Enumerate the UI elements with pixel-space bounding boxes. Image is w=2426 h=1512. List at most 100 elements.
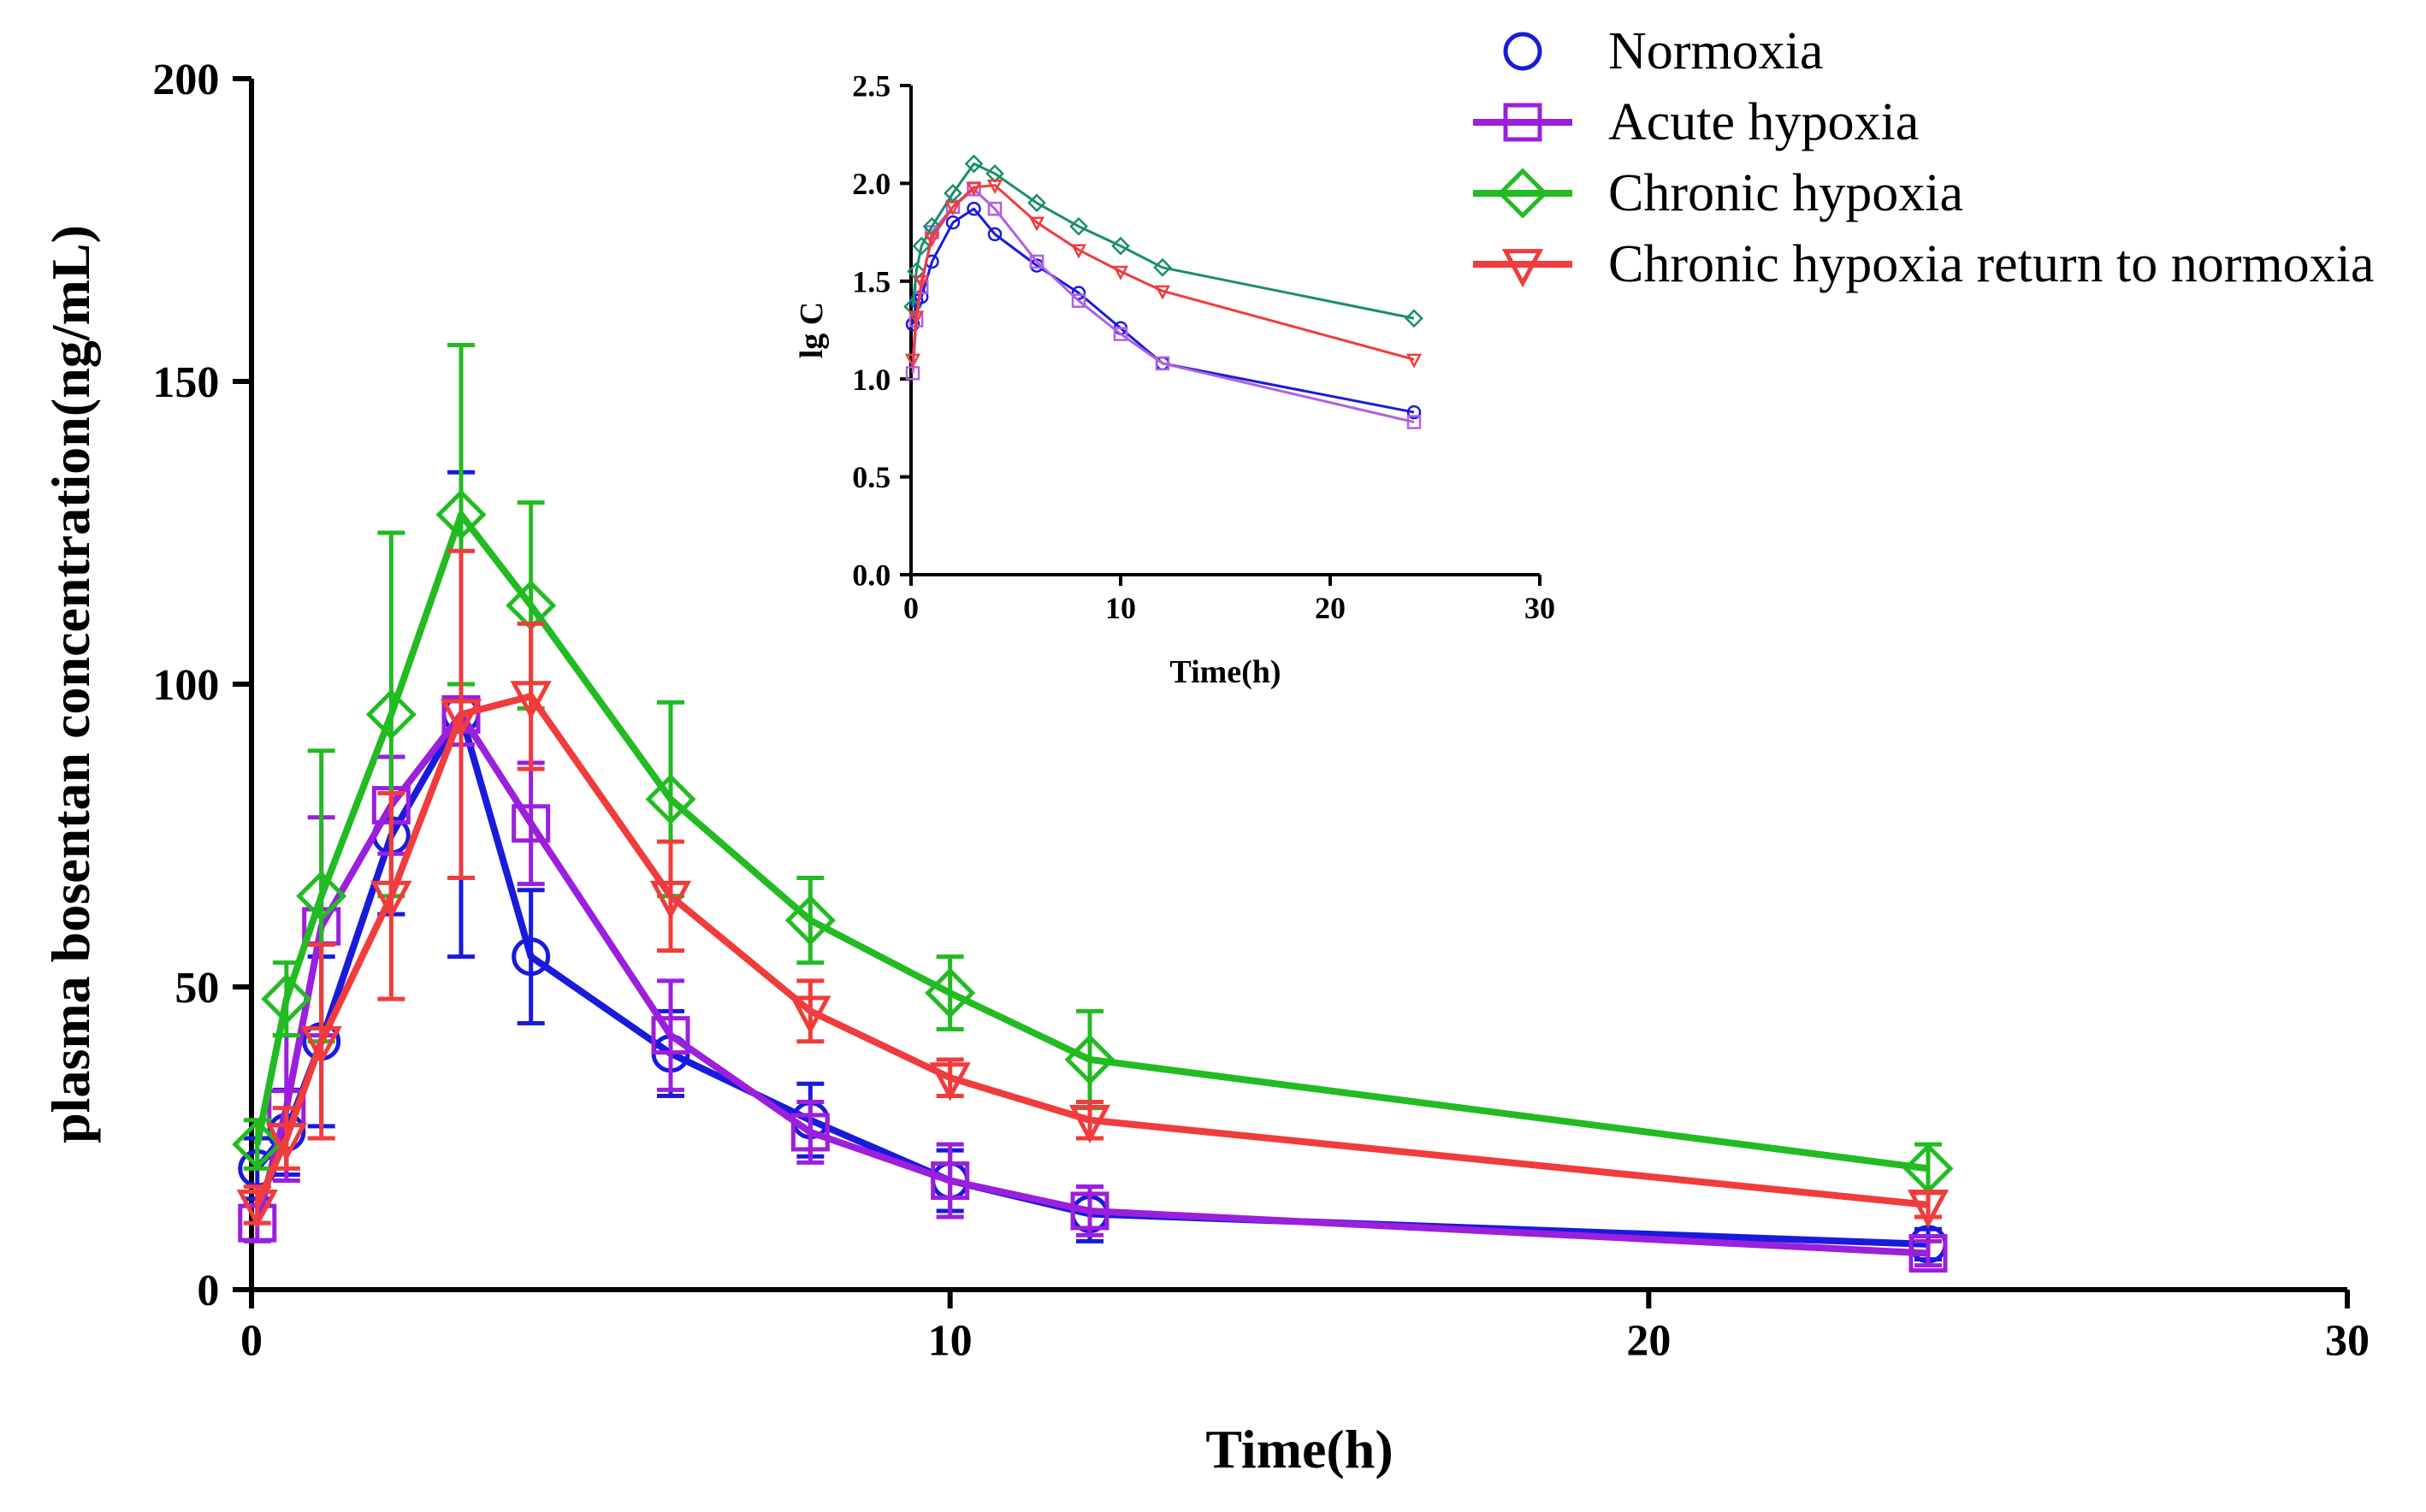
main-data-point: [649, 880, 692, 920]
inset-data-point: [987, 201, 1003, 216]
inset-x-tick-label: 10: [1105, 591, 1136, 625]
main-series-normoxia: [238, 470, 1948, 1264]
main-data-point: [261, 973, 312, 1025]
legend-marker: [1503, 32, 1542, 71]
inset-data-point: [1405, 353, 1423, 369]
legend-marker: [1497, 168, 1548, 219]
inset-y-tick-label: 0.5: [852, 460, 891, 494]
legend-label: Acute hypoxia: [1608, 93, 1919, 151]
main-error-bar: [936, 954, 964, 1032]
main-data-point: [1908, 1234, 1948, 1273]
inset-series-normoxia: [905, 201, 1422, 420]
inset-data-point: [964, 154, 984, 174]
inset-data-point: [1069, 216, 1088, 236]
main-data-point: [784, 895, 836, 946]
main-x-tick-label: 30: [2325, 1317, 2370, 1366]
inset-series-chronic-hypoxia-return-to-normoxia: [904, 180, 1423, 369]
inset-data-point: [1406, 415, 1422, 429]
main-series-chronic-hypoxia-return-to-normoxia: [236, 548, 1950, 1229]
main-error-bar: [657, 839, 684, 954]
inset-line-normoxia: [911, 207, 1415, 414]
main-error-bar: [517, 621, 545, 771]
main-line-chronic-hypoxia-return-to-normoxia: [254, 693, 1929, 1208]
main-line-normoxia: [254, 711, 1929, 1248]
main-error-bar: [1914, 1238, 1942, 1268]
inset-y-tick-label: 2.5: [852, 69, 891, 103]
main-y-axis-label: plasma bosentan concentration(ng/mL): [40, 225, 101, 1143]
main-y-tick-label: 50: [175, 964, 219, 1013]
main-y-tick-label: 100: [152, 661, 219, 710]
main-error-bar: [936, 1142, 964, 1220]
main-data-point: [1907, 1189, 1950, 1229]
main-data-point: [929, 1062, 971, 1102]
inset-data-point: [944, 183, 962, 203]
main-data-point: [790, 995, 831, 1035]
main-data-point: [925, 967, 976, 1019]
main-error-bar: [517, 888, 545, 1025]
main-data-point: [1068, 1104, 1111, 1144]
main-error-bar: [657, 978, 684, 1092]
inset-data-point: [912, 236, 932, 256]
main-data-point: [236, 1189, 278, 1229]
inset-data-point: [1155, 356, 1170, 371]
inset-x-axis-label: Time(h): [1169, 654, 1281, 690]
legend-item-chronic-hypoxia: Chronic hypoxia: [1473, 164, 1963, 222]
inset-data-point: [1029, 254, 1044, 269]
inset-data-point: [1071, 286, 1086, 300]
inset-data-point: [1112, 265, 1129, 281]
main-data-point: [645, 773, 696, 825]
main-error-bar: [377, 790, 405, 1001]
inset-data-point: [945, 215, 961, 230]
inset-data-point: [908, 310, 925, 326]
main-y-tick-label: 0: [197, 1267, 219, 1315]
inset-data-point: [986, 180, 1003, 195]
legend-marker: [1503, 103, 1542, 142]
legend-label: Chronic hypoxia return to normoxia: [1608, 235, 2374, 293]
main-data-point: [1070, 1191, 1109, 1231]
main-error-bar: [796, 876, 825, 966]
inset-plot: 0 10 20 30 0.0 0.5 1.0 1.5 2.0 2.5 Time(h) lg C: [794, 69, 1555, 690]
main-x-axis-label: Time(h): [1205, 1419, 1393, 1480]
inset-data-point: [1153, 257, 1172, 277]
inset-y-tick-label: 2.0: [852, 167, 891, 201]
main-line-acute-hypoxia: [253, 711, 1929, 1257]
inset-data-point: [924, 232, 940, 247]
inset-data-point: [1071, 293, 1086, 308]
inset-y-tick-label: 1.0: [852, 363, 891, 397]
legend-item-chronic-hypoxia-return-to-normoxia: Chronic hypoxia return to normoxia: [1473, 235, 2374, 293]
main-data-point: [931, 1161, 970, 1201]
inset-data-point: [1111, 236, 1130, 256]
main-data-point: [300, 1025, 342, 1066]
inset-data-point: [1405, 309, 1423, 328]
main-data-point: [790, 1113, 830, 1152]
inset-data-point: [1154, 285, 1171, 300]
inset-data-point: [987, 227, 1003, 242]
main-error-bar: [517, 760, 545, 887]
inset-x-tick-label: 20: [1315, 591, 1346, 625]
inset-data-point: [1027, 193, 1046, 213]
inset-y-axis-label: lg C: [794, 302, 830, 359]
inset-data-point: [966, 181, 982, 197]
inset-data-point: [914, 275, 930, 291]
main-data-point: [232, 1119, 283, 1170]
inset-y-tick-label: 1.5: [852, 264, 891, 298]
main-data-point: [370, 880, 412, 920]
inset-data-point: [904, 353, 921, 369]
inset-x-tick-label: 30: [1524, 591, 1555, 625]
legend-item-acute-hypoxia: Acute hypoxia: [1473, 93, 1919, 151]
main-x-tick-label: 0: [240, 1317, 263, 1366]
main-error-bar: [447, 548, 475, 881]
main-x-tick-label: 10: [928, 1317, 973, 1366]
legend-label: Normoxia: [1608, 22, 1823, 80]
main-data-point: [510, 681, 552, 720]
inset-data-point: [1406, 405, 1422, 420]
main-error-bar: [307, 942, 335, 1141]
legend-marker: [1501, 249, 1544, 288]
inset-x-tick-label: 0: [903, 591, 919, 625]
inset-data-point: [1113, 327, 1128, 341]
inset-data-point: [944, 201, 962, 216]
inset-data-point: [1070, 244, 1087, 259]
main-data-point: [651, 1016, 690, 1055]
legend: Normoxia Acute hypoxia Chronic hypoxia Chro…: [1473, 22, 2374, 293]
